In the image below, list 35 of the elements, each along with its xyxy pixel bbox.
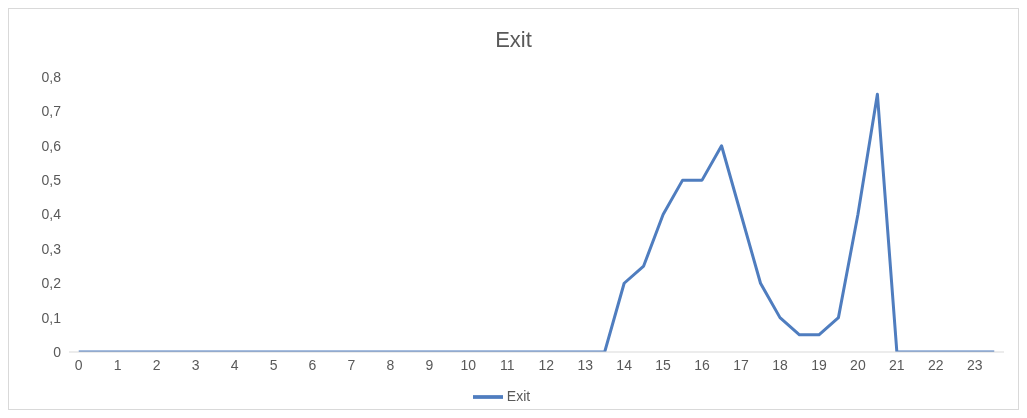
x-tick-label: 20	[850, 356, 866, 373]
x-tick-label: 12	[538, 356, 555, 373]
x-tick-label: 21	[889, 356, 905, 373]
x-tick-label: 13	[577, 356, 594, 373]
x-tick-label: 14	[616, 356, 633, 373]
x-tick-label: 0	[74, 356, 83, 373]
y-tick-label: 0,2	[41, 275, 62, 292]
x-tick-label: 9	[425, 356, 434, 373]
y-tick-label: 0,5	[41, 172, 62, 189]
y-tick-label: 0,6	[41, 137, 62, 154]
x-tick-label: 23	[966, 356, 983, 373]
x-tick-label: 3	[191, 356, 200, 373]
chart-title: Exit	[494, 26, 533, 54]
x-tick-label: 22	[928, 356, 944, 373]
y-tick-label: 0,7	[41, 103, 62, 120]
x-tick-label: 11	[500, 356, 515, 373]
y-tick-label: 0,8	[41, 68, 62, 85]
x-tick-label: 10	[460, 356, 477, 373]
y-tick-label: 0	[53, 343, 62, 360]
y-tick-label: 0,1	[41, 309, 62, 326]
legend-label: Exit	[506, 387, 531, 404]
x-tick-label: 18	[772, 356, 788, 373]
x-tick-label: 5	[269, 356, 278, 373]
y-tick-label: 0,3	[41, 240, 62, 257]
x-tick-label: 2	[152, 356, 161, 373]
y-tick-label: 0,4	[41, 206, 62, 223]
x-tick-label: 7	[347, 356, 356, 373]
x-tick-label: 8	[386, 356, 395, 373]
x-tick-label: 19	[811, 356, 827, 373]
x-tick-label: 16	[694, 356, 711, 373]
x-tick-label: 17	[733, 356, 750, 373]
x-tick-label: 15	[655, 356, 672, 373]
x-tick-label: 1	[113, 356, 122, 373]
x-tick-label: 6	[308, 356, 317, 373]
x-tick-label: 4	[230, 356, 239, 373]
